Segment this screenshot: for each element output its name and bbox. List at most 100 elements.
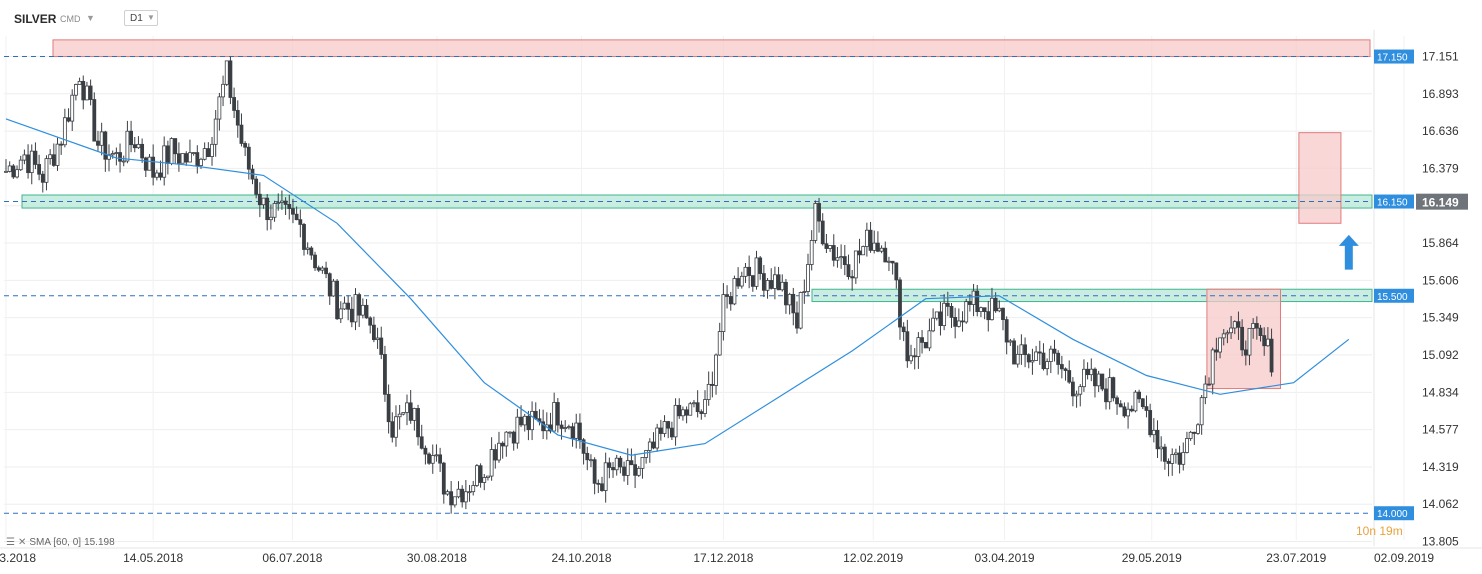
candle-body xyxy=(305,247,310,250)
candle-body xyxy=(736,278,741,287)
candle-body xyxy=(460,488,465,503)
candle-body xyxy=(997,307,1002,312)
x-tick-label: 12.02.2019 xyxy=(843,551,903,565)
candle-body xyxy=(647,441,652,451)
candle-body xyxy=(59,143,64,146)
candle-body xyxy=(298,219,303,225)
interval-select[interactable]: D1 ▼ xyxy=(124,10,158,26)
candle-body xyxy=(33,150,38,165)
candle-body xyxy=(452,496,457,506)
candle-body xyxy=(291,208,295,215)
candle-body xyxy=(658,427,663,434)
candle-body xyxy=(795,312,799,329)
candle-body xyxy=(761,273,766,291)
y-tick-label: 14.319 xyxy=(1422,460,1459,474)
candle-body xyxy=(7,165,12,172)
candle-body xyxy=(202,148,207,160)
candle-body xyxy=(692,402,696,405)
level-tag-label: 15.500 xyxy=(1377,292,1408,303)
candle-body xyxy=(802,291,807,293)
candle-body xyxy=(1144,406,1149,411)
y-tick-label: 13.805 xyxy=(1422,535,1459,549)
candle-body xyxy=(669,427,674,438)
sma-polyline xyxy=(5,118,1350,456)
candle-body xyxy=(121,160,126,163)
candle-body xyxy=(327,273,332,297)
candle-body xyxy=(29,150,34,174)
indicator-value: 15.198 xyxy=(84,536,115,548)
market-label[interactable]: CMD xyxy=(60,14,81,24)
candle-body xyxy=(780,281,785,291)
candle-body xyxy=(85,85,89,101)
candle-body xyxy=(578,422,582,441)
candle-body xyxy=(228,60,233,98)
candle-body xyxy=(386,393,391,423)
x-tick-label: 30.08.2018 xyxy=(407,551,467,565)
candle-body xyxy=(463,491,468,503)
candle-body xyxy=(449,491,454,506)
candle-body xyxy=(353,294,358,323)
chevron-down-icon[interactable]: ▼ xyxy=(86,13,95,23)
candle-body xyxy=(743,266,748,277)
candle-body xyxy=(857,250,862,256)
candle-body xyxy=(651,441,656,449)
candle-body xyxy=(920,337,924,343)
candle-body xyxy=(872,242,877,251)
close-icon[interactable]: ✕ xyxy=(17,536,27,548)
settings-icon[interactable]: ☰ xyxy=(6,536,15,548)
candle-body xyxy=(405,402,409,413)
y-tick-label: 17.151 xyxy=(1422,49,1459,63)
level-lines xyxy=(4,56,1372,514)
candle-body xyxy=(434,454,439,457)
candle-body xyxy=(828,245,832,249)
candle-body xyxy=(346,302,351,310)
candle-body xyxy=(1236,321,1241,328)
candle-body xyxy=(1269,338,1274,373)
chart-toolbar: SILVER CMD ▼ D1 ▼ xyxy=(0,0,1482,34)
candle-body xyxy=(1067,370,1072,383)
candle-body xyxy=(916,337,921,357)
candle-body xyxy=(909,355,913,362)
candle-body xyxy=(401,412,406,415)
candle-body xyxy=(169,138,174,164)
candle-body xyxy=(1104,388,1108,403)
candle-body xyxy=(430,455,435,464)
candle-body xyxy=(640,457,645,469)
y-tick-label: 14.834 xyxy=(1422,385,1459,399)
candle-body xyxy=(66,117,71,122)
y-tick-label: 16.379 xyxy=(1422,161,1459,175)
candle-body xyxy=(246,146,251,170)
candle-body xyxy=(1100,373,1105,390)
candle-body xyxy=(905,331,910,362)
candle-body xyxy=(890,260,895,264)
candle-body xyxy=(184,153,189,163)
candle-body xyxy=(596,482,601,485)
candle-body xyxy=(342,302,347,310)
candle-body xyxy=(721,294,726,333)
symbol-name[interactable]: SILVER xyxy=(14,12,57,26)
candle-body xyxy=(173,138,178,155)
candle-body xyxy=(467,491,472,494)
x-tick-label: 03.04.2019 xyxy=(975,551,1035,565)
candle-body xyxy=(1129,408,1134,412)
candle-body xyxy=(831,245,836,261)
candle-body xyxy=(180,153,185,164)
level-tag-label: 14.000 xyxy=(1377,509,1408,520)
indicator-legend: ☰ ✕ SMA [60, 0] 15.198 xyxy=(6,535,115,549)
time-axis: 19.03.2018 14.05.2018 06.07.2018 30.08.2018… xyxy=(0,547,1482,565)
candle-body xyxy=(1041,352,1046,370)
candle-body xyxy=(1232,321,1237,329)
candle-body xyxy=(699,411,704,414)
candle-body xyxy=(1048,348,1053,363)
candle-body xyxy=(70,94,75,122)
candle-body xyxy=(747,266,752,276)
candle-body xyxy=(15,169,19,178)
candle-body xyxy=(81,80,86,101)
candle-body xyxy=(456,488,461,498)
candle-body xyxy=(1243,349,1248,356)
candle-body xyxy=(489,449,494,477)
candle-body xyxy=(938,311,943,327)
candle-body xyxy=(504,431,509,447)
candle-body xyxy=(162,145,167,178)
